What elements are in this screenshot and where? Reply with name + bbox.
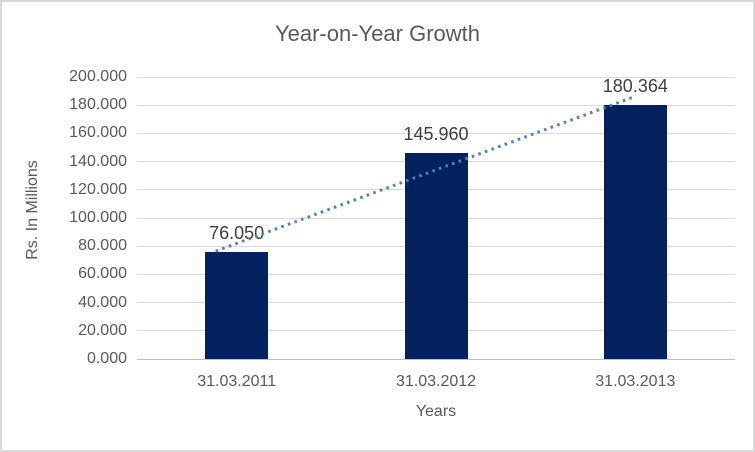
x-tick-label: 31.03.2011 <box>197 373 277 390</box>
bar-value-label: 145.960 <box>403 124 469 145</box>
y-tick-label: 40.000 <box>78 293 127 311</box>
y-tick-label: 80.000 <box>78 237 127 255</box>
y-tick-label: 100.000 <box>69 209 127 226</box>
y-tick-label: 60.000 <box>78 265 127 283</box>
y-tick-label: 200.000 <box>69 68 127 85</box>
y-tick-label: 120.000 <box>69 180 127 198</box>
bar-value-label: 180.364 <box>602 75 668 96</box>
x-tick-label: 31.03.2013 <box>595 373 676 390</box>
y-tick-label: 20.000 <box>78 321 127 339</box>
y-tick-label: 180.000 <box>69 96 127 114</box>
y-tick-label: 160.000 <box>69 124 127 142</box>
chart-title: Year-on-Year Growth <box>274 21 481 46</box>
bar <box>404 153 468 359</box>
plot-area: 76.050 145.960 180.364 <box>137 75 735 360</box>
x-axis-title: Years <box>415 403 457 420</box>
gridline <box>137 358 735 360</box>
y-tick-label: 140.000 <box>69 152 127 170</box>
y-tick-label: 0.000 <box>86 350 127 367</box>
bar <box>205 251 269 359</box>
gridline <box>137 76 735 78</box>
bar-value-label: 76.050 <box>209 222 265 243</box>
bar <box>603 104 667 359</box>
x-tick-label: 31.03.2012 <box>395 373 477 390</box>
